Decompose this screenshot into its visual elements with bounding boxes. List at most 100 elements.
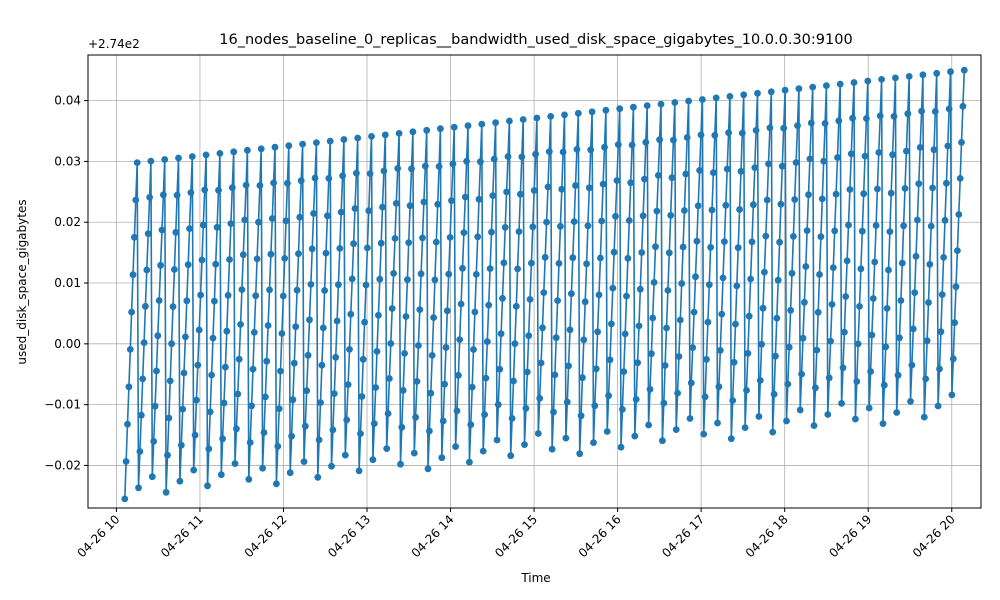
data-point — [435, 163, 443, 170]
data-point — [501, 224, 509, 231]
data-point — [233, 425, 240, 433]
data-point — [835, 117, 843, 125]
data-point — [551, 371, 559, 379]
data-point — [690, 308, 698, 316]
data-point — [711, 131, 719, 139]
data-point — [922, 375, 930, 383]
data-point — [131, 233, 138, 241]
data-point — [683, 134, 691, 141]
data-point — [850, 79, 858, 86]
data-point — [876, 112, 884, 120]
data-point — [310, 210, 317, 217]
data-point — [271, 143, 279, 151]
data-point — [614, 141, 622, 149]
data-point — [278, 330, 286, 337]
data-point — [687, 379, 695, 387]
data-point — [817, 233, 825, 241]
data-point — [748, 238, 756, 246]
data-point — [277, 367, 284, 375]
data-point — [402, 313, 410, 320]
data-point — [776, 238, 783, 246]
data-point — [266, 286, 273, 294]
data-point — [661, 362, 669, 369]
data-point — [348, 275, 356, 283]
data-point — [128, 308, 136, 316]
data-point — [908, 361, 916, 369]
data-point — [723, 165, 731, 173]
data-point — [270, 179, 277, 187]
data-point — [281, 255, 289, 262]
data-point — [940, 254, 947, 261]
data-point — [641, 175, 648, 183]
data-point — [761, 268, 768, 276]
data-point — [193, 396, 200, 404]
data-point — [383, 445, 391, 452]
data-point — [339, 172, 346, 180]
data-point — [577, 412, 585, 420]
data-point — [347, 310, 355, 318]
data-point — [222, 363, 229, 371]
data-point — [362, 281, 370, 289]
data-point — [250, 329, 258, 336]
data-point — [752, 126, 760, 134]
data-point — [264, 322, 272, 329]
data-point — [849, 114, 856, 122]
data-point — [353, 169, 360, 177]
y-tick-label: −0.01 — [44, 398, 81, 412]
data-point — [938, 291, 946, 298]
data-point — [423, 126, 431, 134]
data-point — [401, 350, 408, 357]
data-point — [470, 346, 477, 353]
data-point — [901, 185, 909, 192]
data-point — [813, 346, 821, 354]
data-point — [665, 249, 673, 257]
data-point — [905, 73, 913, 80]
data-point — [474, 233, 482, 241]
data-point — [183, 297, 191, 305]
data-point — [409, 128, 417, 136]
data-point — [198, 256, 206, 264]
data-point — [399, 387, 407, 394]
data-point — [220, 399, 228, 407]
data-point — [195, 326, 203, 334]
data-point — [537, 359, 545, 367]
data-point — [693, 237, 701, 245]
data-point — [455, 371, 462, 379]
data-point — [825, 374, 833, 382]
y-tick-label: 0.03 — [54, 154, 81, 168]
data-point — [449, 160, 457, 168]
data-point — [155, 297, 163, 304]
data-point — [660, 399, 668, 407]
data-point — [308, 245, 316, 253]
data-point — [841, 328, 848, 336]
data-point — [882, 343, 890, 351]
data-point — [426, 427, 433, 435]
data-point — [419, 234, 426, 242]
data-point — [602, 106, 610, 114]
data-point — [525, 332, 533, 340]
data-point — [559, 148, 567, 156]
data-point — [960, 66, 968, 74]
data-point — [692, 273, 699, 281]
data-point — [703, 356, 710, 363]
data-point — [237, 321, 245, 328]
data-point — [122, 458, 130, 465]
data-point — [217, 471, 225, 479]
data-point — [427, 389, 435, 397]
data-point — [325, 175, 333, 182]
data-point — [613, 177, 621, 184]
data-point — [489, 192, 497, 200]
data-point — [697, 131, 705, 139]
data-point — [249, 365, 257, 373]
data-point — [171, 266, 178, 273]
data-point — [326, 137, 334, 145]
data-point — [585, 184, 593, 192]
data-point — [398, 423, 406, 431]
data-point — [475, 195, 483, 203]
data-point — [790, 233, 797, 240]
data-point — [357, 430, 364, 437]
data-point — [485, 301, 493, 309]
data-point — [394, 165, 402, 172]
data-point — [956, 175, 964, 182]
data-point — [140, 339, 148, 346]
